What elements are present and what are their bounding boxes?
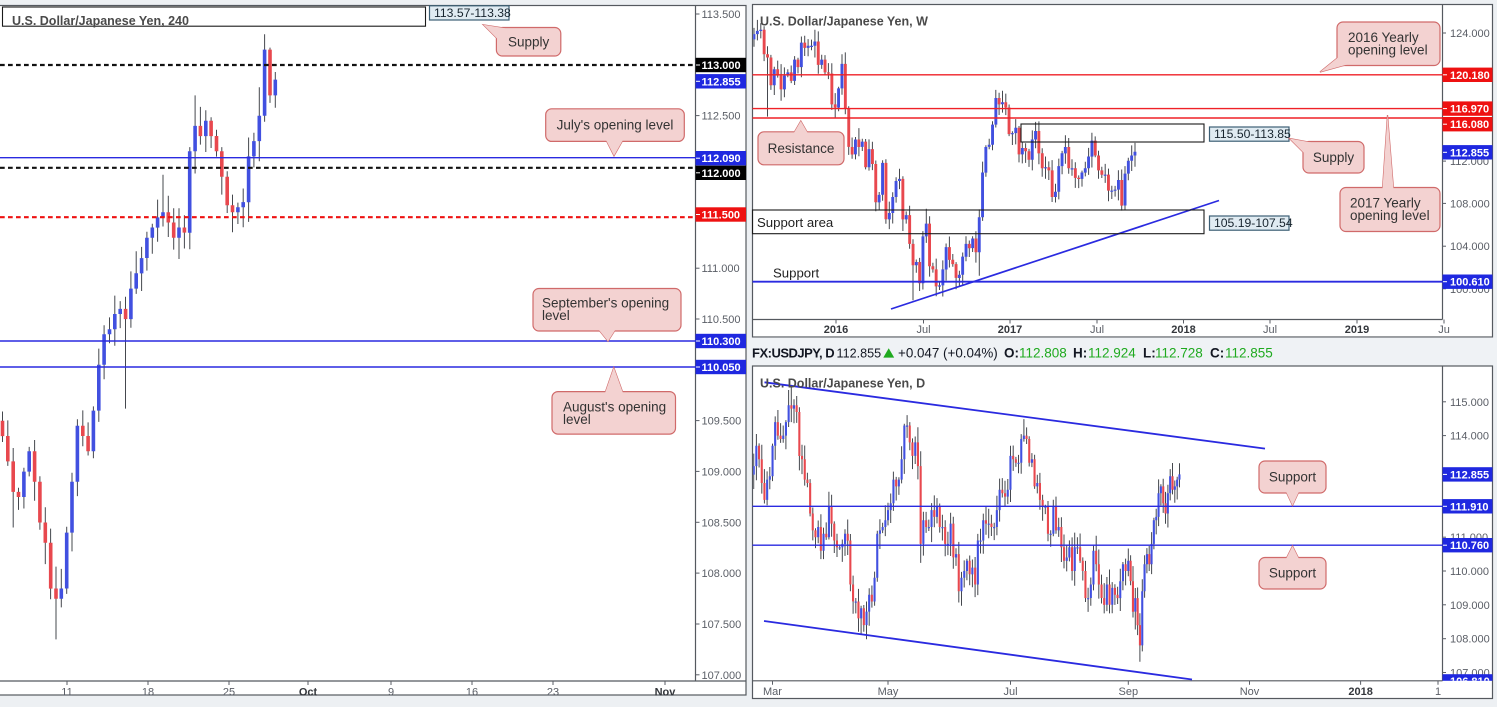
- svg-text:112.924: 112.924: [1088, 345, 1136, 360]
- svg-text:107.000: 107.000: [702, 670, 742, 682]
- svg-text:113.57-113.38: 113.57-113.38: [434, 6, 511, 20]
- svg-text:108.000: 108.000: [1450, 634, 1490, 646]
- svg-text:108.000: 108.000: [1450, 198, 1490, 210]
- svg-text:U.S. Dollar/Japanese Yen, W: U.S. Dollar/Japanese Yen, W: [760, 15, 928, 29]
- svg-text:109.000: 109.000: [702, 466, 742, 478]
- svg-text:100.610: 100.610: [1450, 277, 1490, 289]
- svg-text:104.000: 104.000: [1450, 241, 1490, 253]
- svg-text:L:: L:: [1143, 345, 1156, 360]
- svg-text:C:: C:: [1210, 345, 1224, 360]
- svg-text:Jul: Jul: [1263, 324, 1277, 336]
- svg-text:Nov: Nov: [655, 687, 677, 699]
- svg-text:2017: 2017: [998, 324, 1022, 336]
- svg-text:112.855: 112.855: [1225, 345, 1273, 360]
- svg-text:U.S. Dollar/Japanese Yen, D: U.S. Dollar/Japanese Yen, D: [760, 377, 925, 391]
- svg-text:111.000: 111.000: [702, 263, 740, 275]
- svg-text:Ju: Ju: [1438, 324, 1450, 336]
- svg-text:Support: Support: [773, 265, 820, 280]
- svg-text:108.000: 108.000: [702, 568, 742, 580]
- svg-text:111.910: 111.910: [1450, 501, 1489, 513]
- svg-text:1: 1: [1435, 686, 1441, 698]
- svg-text:106.810: 106.810: [1450, 676, 1490, 688]
- svg-text:16: 16: [466, 687, 478, 699]
- svg-text:124.000: 124.000: [1450, 28, 1490, 40]
- svg-text:112.855: 112.855: [1450, 147, 1489, 159]
- svg-text:112.855: 112.855: [1450, 469, 1489, 481]
- svg-text:105.19-107.54: 105.19-107.54: [1214, 216, 1293, 230]
- svg-text:O:: O:: [1004, 345, 1019, 360]
- svg-text:opening level: opening level: [1350, 208, 1430, 223]
- svg-text:108.500: 108.500: [702, 517, 742, 529]
- svg-text:Supply: Supply: [508, 34, 550, 49]
- svg-text:Supply: Supply: [1313, 150, 1355, 165]
- svg-text:18: 18: [142, 687, 154, 699]
- svg-text:August's opening: August's opening: [563, 400, 666, 415]
- svg-text:2018: 2018: [1171, 324, 1195, 336]
- svg-text:111.500: 111.500: [702, 210, 741, 222]
- svg-text:113.000: 113.000: [702, 60, 741, 72]
- svg-text:112.000: 112.000: [702, 168, 741, 180]
- svg-text:opening level: opening level: [1348, 42, 1428, 57]
- svg-text:109.000: 109.000: [1450, 600, 1490, 612]
- svg-text:H:: H:: [1073, 345, 1087, 360]
- svg-text:U.S. Dollar/Japanese Yen, 240: U.S. Dollar/Japanese Yen, 240: [12, 14, 189, 28]
- svg-text:Support: Support: [1269, 565, 1317, 580]
- svg-text:120.180: 120.180: [1450, 70, 1490, 82]
- svg-text:23: 23: [547, 687, 559, 699]
- svg-text:Jul: Jul: [1003, 686, 1017, 698]
- svg-text:Jul: Jul: [1090, 324, 1104, 336]
- svg-text:112.728: 112.728: [1155, 345, 1203, 360]
- svg-text:9: 9: [388, 687, 394, 699]
- svg-text:2016: 2016: [824, 324, 848, 336]
- svg-text:110.760: 110.760: [1450, 540, 1489, 552]
- svg-text:113.500: 113.500: [702, 9, 741, 21]
- svg-text:Sep: Sep: [1119, 686, 1139, 698]
- svg-text:25: 25: [223, 687, 235, 699]
- svg-text:level: level: [542, 308, 570, 323]
- svg-text:109.500: 109.500: [702, 416, 742, 428]
- svg-text:2017 Yearly: 2017 Yearly: [1350, 195, 1421, 210]
- svg-text:Oct: Oct: [299, 687, 318, 699]
- svg-text:110.300: 110.300: [702, 336, 741, 348]
- svg-text:114.000: 114.000: [1450, 431, 1489, 443]
- svg-text:September's opening: September's opening: [542, 295, 669, 310]
- svg-text:2018: 2018: [1348, 686, 1372, 698]
- svg-text:2016 Yearly: 2016 Yearly: [1348, 30, 1419, 45]
- svg-text:Support area: Support area: [757, 215, 834, 230]
- svg-text:116.080: 116.080: [1450, 119, 1489, 131]
- svg-text:Jul: Jul: [916, 324, 930, 336]
- svg-text:112.808: 112.808: [1019, 345, 1067, 360]
- svg-text:116.970: 116.970: [1450, 104, 1489, 116]
- svg-text:FX:USDJPY, D: FX:USDJPY, D: [752, 345, 834, 360]
- svg-text:Nov: Nov: [1240, 686, 1260, 698]
- svg-text:112.090: 112.090: [702, 153, 741, 165]
- svg-text:2019: 2019: [1345, 324, 1369, 336]
- svg-text:Mar: Mar: [763, 686, 782, 698]
- svg-text:Support: Support: [1269, 470, 1317, 485]
- svg-text:Resistance: Resistance: [768, 141, 835, 156]
- svg-text:May: May: [878, 686, 899, 698]
- svg-text:110.050: 110.050: [702, 362, 741, 374]
- svg-text:+0.047 (+0.04%): +0.047 (+0.04%): [898, 345, 998, 360]
- svg-text:11: 11: [61, 687, 72, 699]
- svg-text:July's opening level: July's opening level: [557, 118, 674, 133]
- svg-text:112.500: 112.500: [702, 111, 741, 123]
- svg-text:115.000: 115.000: [1450, 397, 1489, 409]
- svg-text:112.855: 112.855: [702, 76, 741, 88]
- svg-text:level: level: [563, 412, 591, 427]
- svg-text:115.50-113.85: 115.50-113.85: [1214, 127, 1291, 141]
- svg-text:110.500: 110.500: [702, 314, 741, 326]
- svg-text:110.000: 110.000: [1450, 566, 1489, 578]
- svg-text:112.855: 112.855: [837, 346, 882, 360]
- svg-text:107.500: 107.500: [702, 619, 742, 631]
